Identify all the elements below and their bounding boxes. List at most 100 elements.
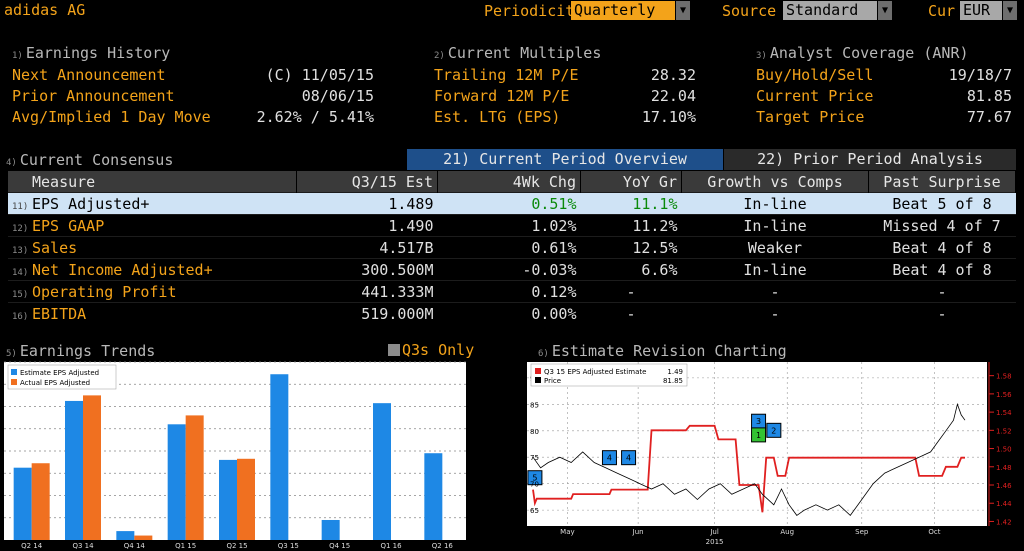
x-tick-label: Q3 14 bbox=[72, 542, 94, 550]
currency-select[interactable]: EUR bbox=[960, 1, 1002, 20]
estimate-revision-title[interactable]: 6) Estimate Revision Charting bbox=[538, 342, 787, 360]
source-dropdown-icon[interactable]: ▼ bbox=[878, 1, 892, 20]
prior-announcement-value: 08/06/15 bbox=[301, 87, 374, 105]
y-tick-label: 1.60 bbox=[480, 360, 496, 367]
yoy-value: 11.1% bbox=[580, 192, 682, 215]
current-multiples-title[interactable]: 2) Current Multiples bbox=[434, 44, 601, 62]
revision-marker[interactable]: 5 bbox=[527, 470, 543, 486]
bar-actual[interactable] bbox=[83, 395, 101, 540]
yoy-value: - bbox=[580, 280, 682, 303]
left-tick-label: 65 bbox=[530, 507, 539, 515]
revision-marker[interactable]: 4 bbox=[601, 450, 617, 466]
earnings-history-title[interactable]: 1) Earnings History bbox=[12, 44, 170, 62]
y-tick-label: 1.00 bbox=[480, 426, 496, 434]
revision-marker-label: 5 bbox=[532, 474, 537, 483]
trailing-pe-label: Trailing 12M P/E bbox=[434, 66, 579, 84]
right-tick-label: 1.54 bbox=[996, 409, 1012, 417]
earnings-trends-title[interactable]: 5) Earnings Trends bbox=[6, 342, 155, 360]
section-number: 2) bbox=[434, 51, 445, 61]
source-label: Source bbox=[722, 2, 777, 20]
bar-actual[interactable] bbox=[134, 535, 153, 540]
table-row[interactable]: 11) EPS Adjusted+ 1.489 0.51% 11.1% In-li… bbox=[8, 192, 1016, 215]
bar-estimate[interactable] bbox=[424, 453, 443, 540]
target-price-value: 77.67 bbox=[966, 108, 1012, 126]
bar-estimate[interactable] bbox=[373, 403, 391, 540]
section-number: 3) bbox=[756, 51, 767, 61]
analyst-coverage-title[interactable]: 3) Analyst Coverage (ANR) bbox=[756, 44, 969, 62]
measure-name: EBITDA bbox=[32, 304, 87, 323]
current-consensus-title[interactable]: 4) Current Consensus bbox=[6, 151, 173, 169]
revision-marker[interactable]: 2 bbox=[766, 422, 782, 438]
col-past-surprise[interactable]: Past Surprise bbox=[868, 171, 1016, 193]
tab-prior-period[interactable]: 22) Prior Period Analysis (Q2/15) bbox=[724, 149, 1016, 189]
table-row[interactable]: 15) Operating Profit 441.333M 0.12% - - - bbox=[8, 280, 1016, 303]
source-select[interactable]: Standard bbox=[783, 1, 877, 20]
bar-actual[interactable] bbox=[185, 415, 204, 540]
col-yoy-gr[interactable]: YoY Gr bbox=[580, 171, 682, 193]
estimate-line bbox=[532, 424, 965, 513]
periodicity-select[interactable]: Quarterly bbox=[571, 1, 675, 20]
target-price-label: Target Price bbox=[756, 108, 865, 126]
row-number: 16) bbox=[12, 311, 29, 322]
right-tick-label: 1.44 bbox=[996, 500, 1012, 508]
bar-estimate[interactable] bbox=[65, 400, 83, 540]
bar-estimate[interactable] bbox=[167, 424, 186, 540]
row-number: 15) bbox=[12, 289, 29, 300]
col-4wk-chg[interactable]: 4Wk Chg bbox=[437, 171, 581, 193]
q3s-only-checkbox[interactable] bbox=[388, 344, 400, 356]
table-row[interactable]: 14) Net Income Adjusted+ 300.500M -0.03% … bbox=[8, 258, 1016, 281]
x-tick-label: Q1 16 bbox=[380, 542, 402, 550]
legend-swatch-actual bbox=[11, 379, 17, 385]
next-announcement-value: (C) 11/05/15 bbox=[265, 66, 374, 84]
bar-estimate[interactable] bbox=[219, 459, 237, 540]
est-value: 1.489 bbox=[296, 192, 438, 215]
section-title-text: Earnings Trends bbox=[19, 342, 156, 360]
section-number: 5) bbox=[6, 349, 17, 359]
comps-value: In-line bbox=[681, 258, 869, 281]
revision-marker[interactable]: 4 bbox=[621, 450, 637, 466]
tab-current-period[interactable]: 21) Current Period Overview (Q3/15) bbox=[407, 149, 723, 189]
col-growth-vs-comps[interactable]: Growth vs Comps bbox=[681, 171, 869, 193]
x-tick-label: Jul bbox=[709, 528, 719, 536]
x-tick-label: Q4 15 bbox=[329, 542, 350, 550]
q3s-only-label[interactable]: Q3s Only bbox=[402, 341, 475, 359]
bar-estimate[interactable] bbox=[13, 467, 32, 540]
bar-estimate[interactable] bbox=[116, 531, 135, 540]
table-row[interactable]: 12) EPS GAAP 1.490 1.02% 11.2% In-line Mi… bbox=[8, 214, 1016, 237]
x-tick-label: Aug bbox=[780, 528, 794, 536]
currency-dropdown-icon[interactable]: ▼ bbox=[1003, 1, 1017, 20]
col-measure[interactable]: Measure bbox=[8, 171, 297, 193]
right-tick-label: 1.48 bbox=[996, 464, 1012, 472]
y-tick-label: 1.20 bbox=[480, 404, 496, 412]
legend: Estimate EPS Adjusted Actual EPS Adjuste… bbox=[7, 364, 117, 390]
chg-value: 0.51% bbox=[437, 192, 581, 215]
est-value: 441.333M bbox=[296, 280, 438, 303]
surprise-value: Beat 4 of 8 bbox=[868, 258, 1016, 281]
bar-estimate[interactable] bbox=[321, 519, 340, 540]
legend-estimate-value: 1.49 bbox=[667, 368, 683, 376]
comps-value: - bbox=[681, 302, 869, 324]
bar-actual[interactable] bbox=[237, 458, 255, 540]
revision-marker[interactable]: 3 bbox=[751, 413, 767, 429]
measure-name: EPS Adjusted+ bbox=[32, 194, 150, 213]
bar-actual[interactable] bbox=[31, 463, 50, 540]
y-tick-label: 0.20 bbox=[480, 515, 496, 523]
x-tick-label: Q1 15 bbox=[175, 542, 196, 550]
row-number: 12) bbox=[12, 223, 29, 234]
periodicity-dropdown-icon[interactable]: ▼ bbox=[676, 1, 690, 20]
legend-price-label: Price bbox=[544, 377, 561, 385]
left-tick-label: 75 bbox=[530, 454, 539, 462]
bar-estimate[interactable] bbox=[270, 374, 289, 540]
col-est[interactable]: Q3/15 Est bbox=[296, 171, 438, 193]
next-announcement-label: Next Announcement bbox=[12, 66, 166, 84]
chg-value: 0.00% bbox=[437, 302, 581, 324]
trailing-pe-value: 28.32 bbox=[650, 66, 696, 84]
section-title-text: Current Consensus bbox=[19, 151, 174, 169]
revision-marker-label: 4 bbox=[607, 454, 612, 463]
table-header-row: Measure Q3/15 Est 4Wk Chg YoY Gr Growth … bbox=[8, 171, 1016, 193]
table-row[interactable]: 13) Sales 4.517B 0.61% 12.5% Weaker Beat … bbox=[8, 236, 1016, 259]
revision-marker-label: 4 bbox=[626, 454, 631, 463]
revision-marker[interactable]: 1 bbox=[751, 427, 767, 443]
chg-value: 1.02% bbox=[437, 214, 581, 237]
table-row[interactable]: 16) EBITDA 519.000M 0.00% - - - bbox=[8, 302, 1016, 324]
